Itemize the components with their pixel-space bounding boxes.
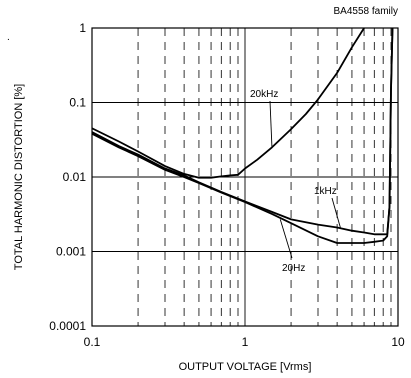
series-annotations: 20kHz 1kHz 20Hz [250,89,341,274]
y-tick-label: 1 [79,21,86,35]
y-tick-label: 0.0001 [49,319,86,333]
x-tick-label: 1 [242,335,249,349]
x-tick-label: 10 [391,335,405,349]
annotation-label: 1kHz [314,186,337,197]
annotation-label: 20Hz [282,263,305,274]
corner-mark: . [7,32,10,43]
chart-title: BA4558 family [334,6,398,17]
annotation-label: 20kHz [250,89,278,100]
y-tick-label: 0.01 [63,170,87,184]
series-line-1khz [92,28,394,236]
x-tick-label: 0.1 [84,335,101,349]
annotation-leader [331,197,341,228]
series-lines [92,28,394,244]
annotation-leader [279,219,293,259]
y-tick-label: 0.001 [56,245,86,259]
y-tick-label: 0.1 [69,96,86,110]
plot-frame [91,27,399,327]
tick-labels: 0.1 1 10 0.0001 0.001 0.01 0.1 1 [49,21,405,349]
annotation-leader [269,100,273,148]
y-axis-label: TOTAL HARMONIC DISTORTION [%] [13,84,25,270]
grid [92,28,398,326]
x-axis-label: OUTPUT VOLTAGE [Vrms] [179,361,312,373]
series-line-20hz [92,28,394,244]
series-line-20khz [92,28,365,179]
